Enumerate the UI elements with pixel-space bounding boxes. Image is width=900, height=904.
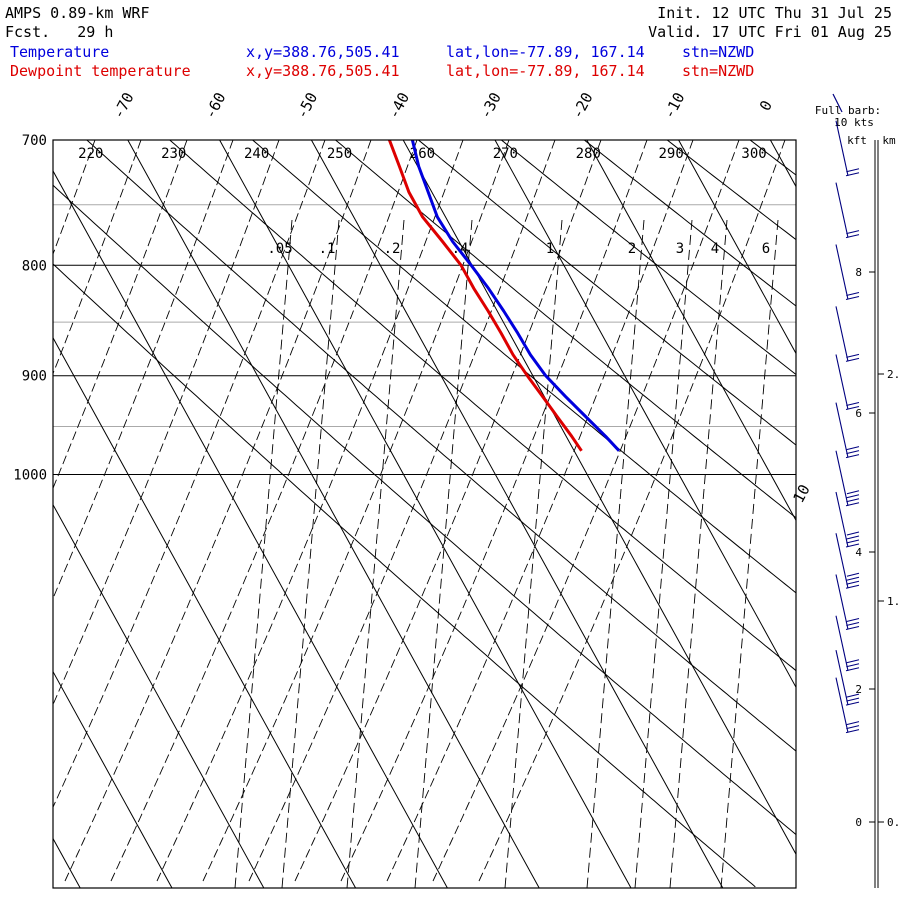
isotherm-label: 0 <box>756 97 776 113</box>
init-time: Init. 12 UTC Thu 31 Jul 25 <box>657 4 892 22</box>
isotherm-label: -50 <box>293 89 322 121</box>
isotherm <box>0 140 80 888</box>
kft-tick-label: 8 <box>855 266 862 279</box>
km-label: km <box>882 134 896 147</box>
mixing-ratio-line <box>635 220 692 888</box>
theta-label: 300 <box>741 146 766 162</box>
forecast-hour: Fcst. 29 h <box>5 23 113 41</box>
moist-adiabat <box>0 140 187 884</box>
dewpoint-profile <box>389 140 581 451</box>
kft-tick-label: 0 <box>855 816 862 829</box>
wind-barb <box>836 451 859 506</box>
moist-adiabat <box>432 140 739 884</box>
wind-barb <box>836 306 859 361</box>
wind-barb <box>836 121 859 176</box>
pressure-tick-label: 800 <box>22 258 47 274</box>
isotherm-label: -70 <box>109 89 138 121</box>
temperature-station: stn=NZWD <box>682 43 754 61</box>
mixing-ratio-label: .2 <box>384 241 401 257</box>
theta-label: 250 <box>327 146 352 162</box>
mixing-ratio-line <box>670 220 727 888</box>
wind-barbs <box>836 121 859 733</box>
theta-label: 290 <box>659 146 684 162</box>
isotherm <box>0 140 172 888</box>
pressure-tick-label: 700 <box>22 133 47 149</box>
mixing-ratio-label: 3 <box>676 241 684 257</box>
dewpoint-xy: x,y=388.76,505.41 <box>246 62 400 80</box>
dry-adiabat <box>336 140 900 887</box>
kft-label: kft <box>847 134 867 147</box>
moist-adiabat <box>0 140 141 884</box>
kft-tick-label: 4 <box>855 546 862 559</box>
isotherm-label: 10 <box>789 481 813 505</box>
mixing-ratio-label: 1 <box>546 241 554 257</box>
mixing-ratio-label: .05 <box>267 241 292 257</box>
temperature-profile <box>412 140 619 451</box>
wind-barb <box>836 183 859 238</box>
valid-time: Valid. 17 UTC Fri 01 Aug 25 <box>648 23 892 41</box>
isotherm <box>770 140 900 888</box>
moist-adiabat <box>110 140 417 884</box>
mixing-ratio-label: .1 <box>319 241 336 257</box>
pressure-tick-label: 900 <box>22 369 47 385</box>
mixing-ratio-line <box>721 220 778 888</box>
dry-adiabat <box>253 140 900 887</box>
isotherm <box>862 140 900 888</box>
isotherm-label: -60 <box>201 89 230 121</box>
isotherm <box>0 140 264 888</box>
km-tick-label: 2. <box>887 368 900 381</box>
wind-barb <box>836 616 859 671</box>
isotherm-label: -20 <box>568 89 597 121</box>
mixing-ratio-label: 4 <box>711 241 719 257</box>
theta-label: 270 <box>493 146 518 162</box>
moist-adiabat <box>0 140 95 884</box>
theta-label: 220 <box>78 146 103 162</box>
model-title: AMPS 0.89-km WRF <box>5 4 150 22</box>
km-tick-label: 0. <box>887 816 900 829</box>
dewpoint-station: stn=NZWD <box>682 62 754 80</box>
isotherm-label: -10 <box>660 89 689 121</box>
mixing-ratio-line <box>282 220 339 888</box>
wind-barb <box>836 650 859 705</box>
wind-barb <box>836 575 859 630</box>
theta-label: 280 <box>576 146 601 162</box>
wind-barb <box>836 533 859 588</box>
temperature-xy: x,y=388.76,505.41 <box>246 43 400 61</box>
theta-label: 240 <box>244 146 269 162</box>
dry-adiabat <box>833 140 900 887</box>
temperature-latlon: lat,lon=-77.89, 167.14 <box>446 43 645 61</box>
moist-adiabat <box>0 140 279 884</box>
moist-adiabat <box>0 140 233 884</box>
barb-legend-line2: 10 kts <box>834 116 874 129</box>
mixing-ratio-line <box>587 220 644 888</box>
dry-adiabat <box>87 140 900 887</box>
isotherm-label: -30 <box>476 89 505 121</box>
pressure-tick-label: 1000 <box>13 468 47 484</box>
dewpoint-latlon: lat,lon=-77.89, 167.14 <box>446 62 645 80</box>
dry-adiabat <box>0 140 755 887</box>
theta-label: 230 <box>161 146 186 162</box>
moist-adiabat <box>386 140 693 884</box>
isotherm <box>311 140 722 888</box>
mixing-ratio-label: 2 <box>628 241 636 257</box>
temperature-legend: Temperature <box>10 43 109 61</box>
wind-barb <box>836 355 859 410</box>
km-tick-label: 1. <box>887 595 900 608</box>
dewpoint-legend: Dewpoint temperature <box>10 62 191 80</box>
wind-barb <box>836 492 859 547</box>
mixing-ratio-line <box>505 220 562 888</box>
mixing-ratio-label: 6 <box>762 241 770 257</box>
isotherm-label: -40 <box>384 89 413 121</box>
dry-adiabat <box>418 140 900 887</box>
kft-tick-label: 6 <box>855 407 862 420</box>
